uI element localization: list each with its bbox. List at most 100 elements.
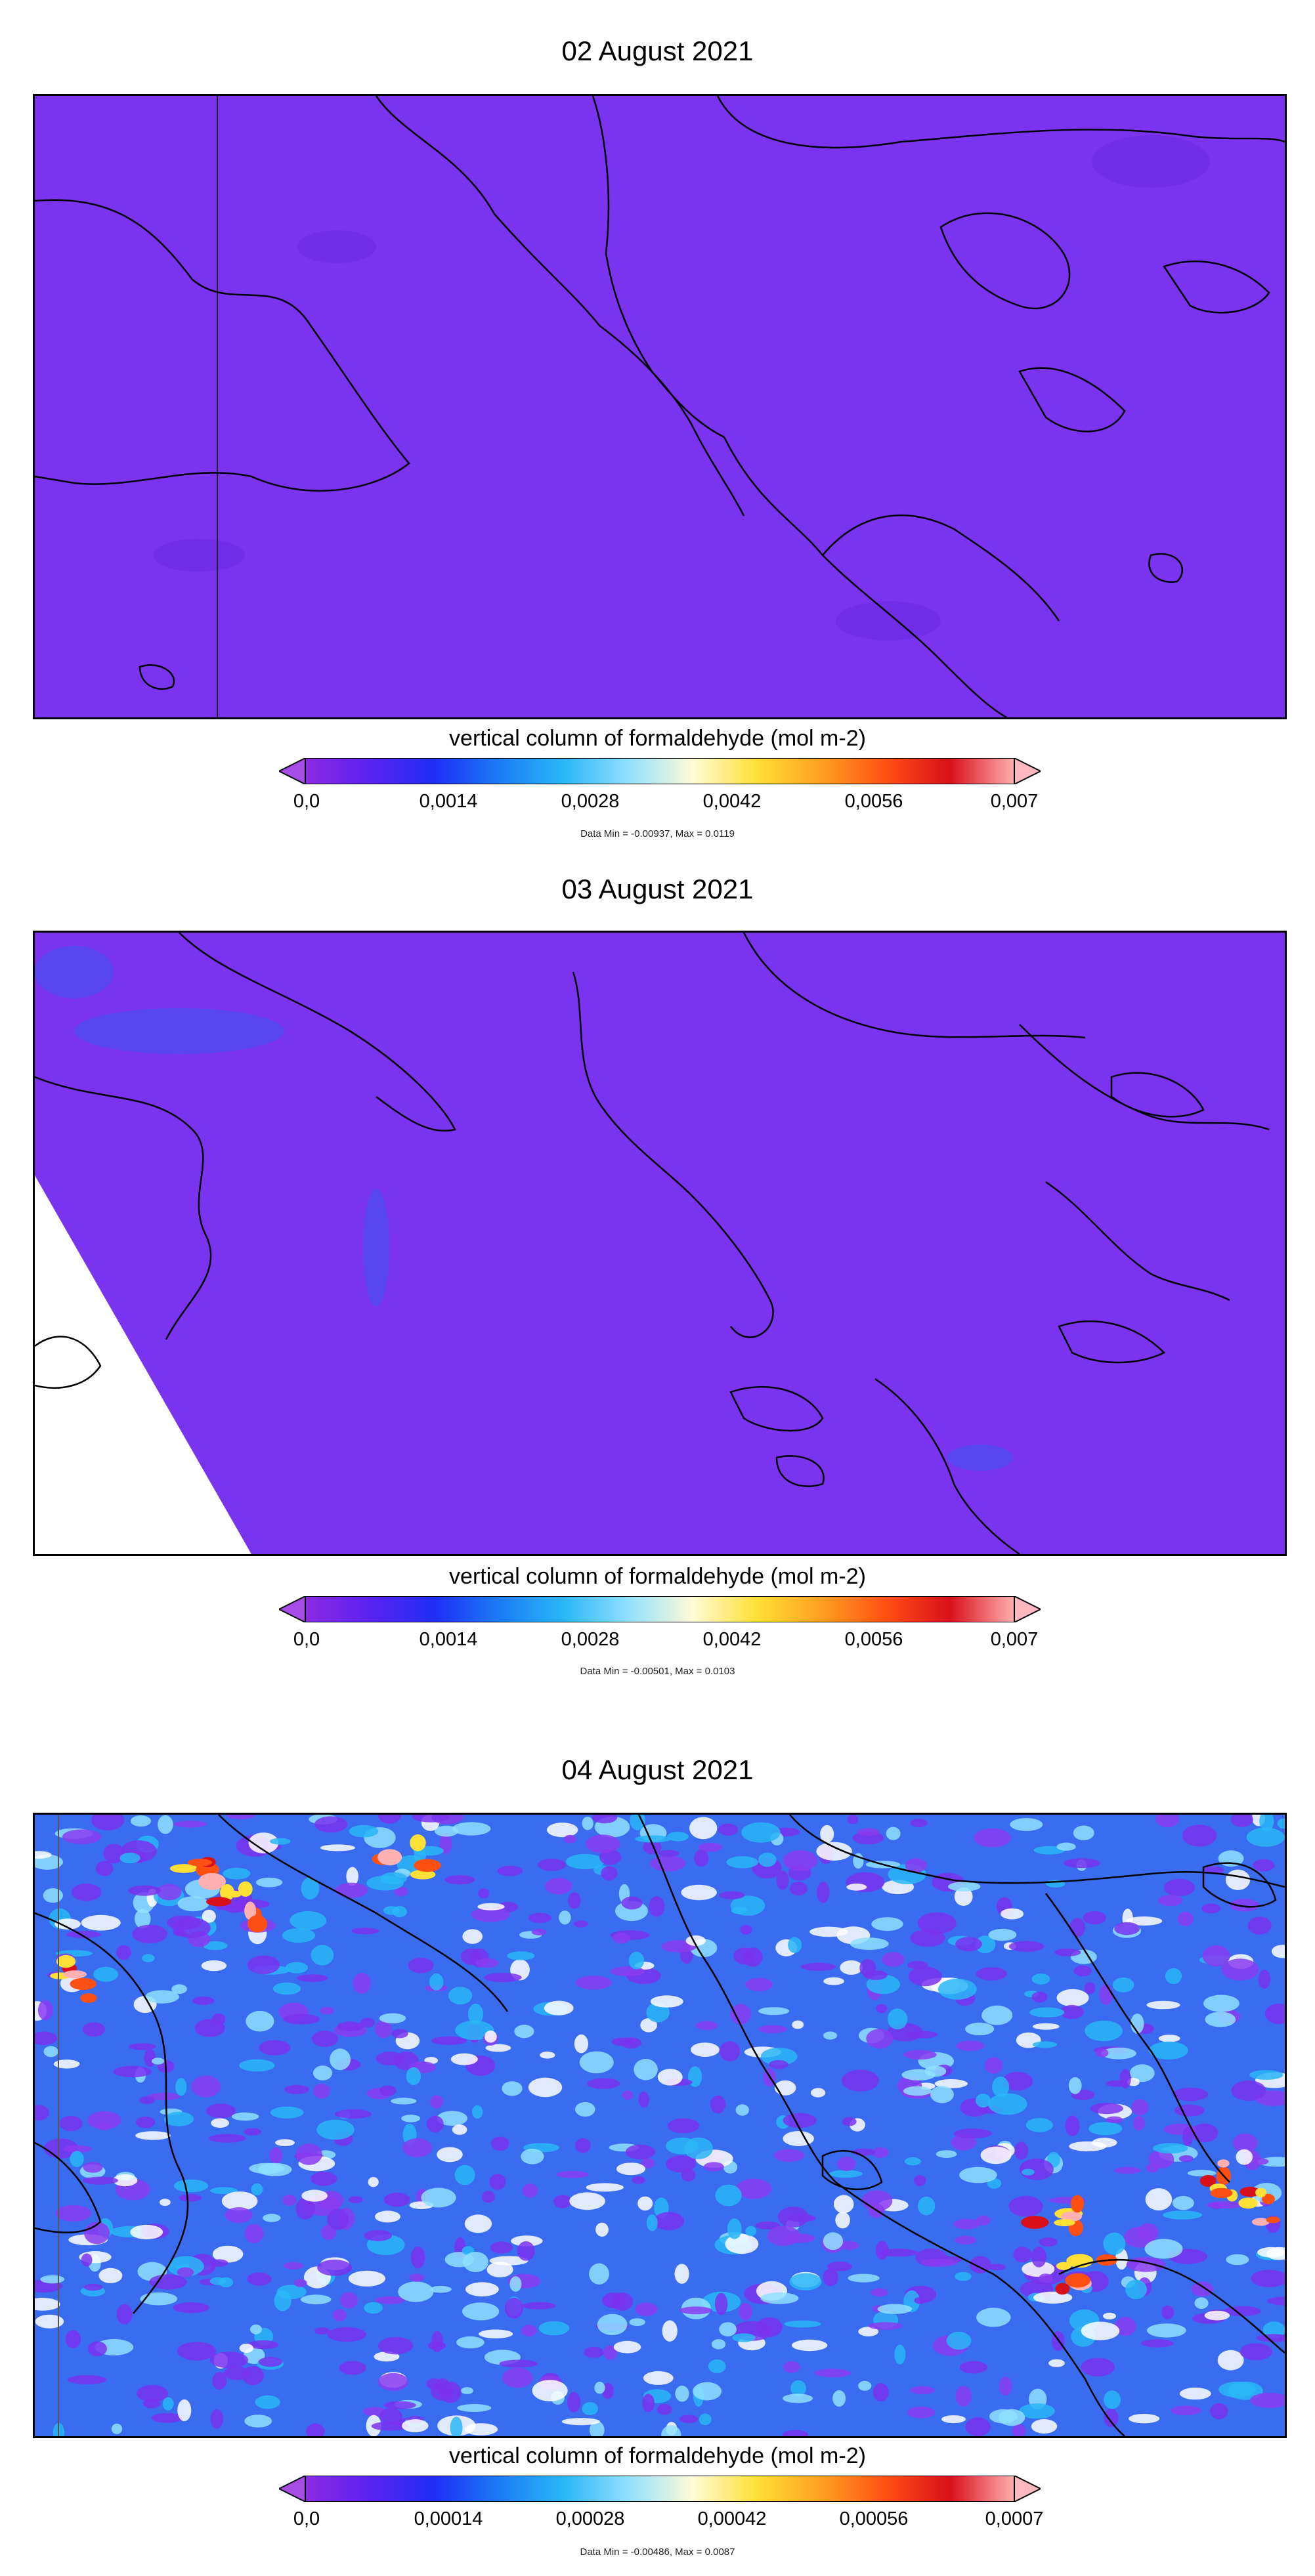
field-blob (134, 1909, 151, 1929)
field-blob (244, 2128, 262, 2136)
field-blob (1179, 2387, 1211, 2400)
field-blob (568, 1892, 581, 1909)
field-blob (574, 2034, 589, 2054)
field-blob (612, 1932, 631, 1944)
field-blob (377, 1815, 402, 1824)
field-blob (82, 2022, 106, 2037)
field-blob (272, 1982, 301, 1995)
field-blob (1203, 1995, 1240, 2012)
field-blob (427, 2115, 444, 2133)
field-blob (255, 2395, 280, 2409)
panel-2-colorbar-title: vertical column of formaldehyde (mol m-2… (449, 1564, 866, 1589)
field-blob (789, 2273, 822, 2291)
field-hotspot (198, 1872, 226, 1890)
field-blob (1262, 2321, 1285, 2338)
field-blob (1141, 2339, 1174, 2348)
field-blob (375, 2210, 400, 2223)
field-blob (573, 1920, 589, 1928)
field-blob (574, 2138, 591, 2153)
field-blob (1221, 1958, 1259, 1981)
field-blob (484, 1973, 522, 1983)
field-blob (1073, 1965, 1092, 1977)
field-blob (212, 2245, 244, 2263)
field-blob (167, 2256, 204, 2277)
field-blob (335, 1882, 368, 1898)
field-blob (283, 2262, 304, 2270)
field-blob (675, 2385, 689, 2402)
field-blob (132, 1924, 167, 1943)
field-blob (448, 1987, 473, 2005)
field-blob (408, 1958, 434, 1974)
field-texture (153, 135, 1210, 641)
field-blob (1182, 1825, 1217, 1847)
field-blob (901, 2069, 936, 2080)
field-blob (314, 1816, 348, 1833)
field-hotspot (169, 1864, 198, 1873)
field-blob (858, 2327, 879, 2336)
field-hotspot (63, 1970, 87, 1979)
field-blob (783, 1850, 818, 1871)
field-blob (736, 2178, 772, 2199)
field-blob (1022, 2168, 1035, 2176)
field-blob (82, 2176, 118, 2185)
colorbar-under-arrow (279, 758, 306, 784)
field-blob (270, 2106, 304, 2119)
field-blob (528, 2077, 563, 2098)
field-blob (522, 2184, 538, 2198)
field-blob (406, 2067, 421, 2085)
panel-3-colorbar-title: vertical column of formaldehyde (mol m-2… (449, 2443, 866, 2468)
field-blob (563, 1834, 576, 1844)
field-blob (850, 1937, 889, 1951)
field-hotspot (1055, 2283, 1070, 2295)
field-blob (430, 2382, 454, 2401)
field-blob (1012, 2424, 1026, 2436)
field-hotspot (238, 1881, 253, 1897)
field-blob (509, 2276, 522, 2292)
field-blob (776, 1870, 789, 1890)
field-blob (259, 2040, 291, 2056)
field-blob (1104, 2408, 1119, 2428)
field-blob (202, 1909, 216, 1923)
field-hotspot (410, 1869, 436, 1880)
field-blob (1251, 2270, 1285, 2287)
field-blob (732, 2333, 756, 2342)
field-blob (1264, 2003, 1285, 2025)
field-blob (70, 2151, 84, 2167)
field-blob (877, 2304, 913, 2314)
panel-2-data-range: Data Min = -0.00501, Max = 0.0103 (580, 1666, 735, 1677)
field-blob (489, 2174, 506, 2190)
field-blob (685, 1935, 706, 1946)
field-blob (611, 2292, 634, 2311)
field-hotspot (1065, 2273, 1090, 2288)
field-blob (875, 2241, 889, 2260)
no-data-region (35, 1175, 251, 1554)
field-blob (567, 2392, 581, 2413)
field-blob (1177, 1911, 1194, 1926)
field-blob (575, 2101, 595, 2117)
field-blob (833, 2195, 854, 2214)
field-blob (144, 2048, 156, 2067)
field-blob (444, 1875, 475, 1885)
field-blob (587, 2078, 620, 2089)
field-blob (992, 2077, 1010, 2098)
field-blob (162, 2397, 174, 2411)
field-blob (823, 1977, 844, 1985)
field-blob (1257, 2247, 1285, 2258)
field-blob (769, 2059, 788, 2069)
colorbar-under-arrow (279, 1596, 306, 1622)
field-blob (53, 2059, 80, 2069)
field-blob (756, 2317, 783, 2338)
field-blob (634, 2059, 658, 2080)
field-blob (179, 2194, 202, 2202)
field-blob (209, 2277, 226, 2285)
field-blob (1069, 1918, 1085, 1937)
field-blob (852, 1831, 884, 1845)
field-blob (1225, 1869, 1251, 1890)
field-blob (478, 1888, 490, 1899)
field-blob (1060, 2004, 1084, 2019)
field-blob (910, 1819, 928, 1828)
field-blob (959, 2361, 988, 2374)
field-blob (63, 2145, 92, 2153)
field-blob (788, 1937, 802, 1953)
field-blob (1039, 2237, 1058, 2247)
